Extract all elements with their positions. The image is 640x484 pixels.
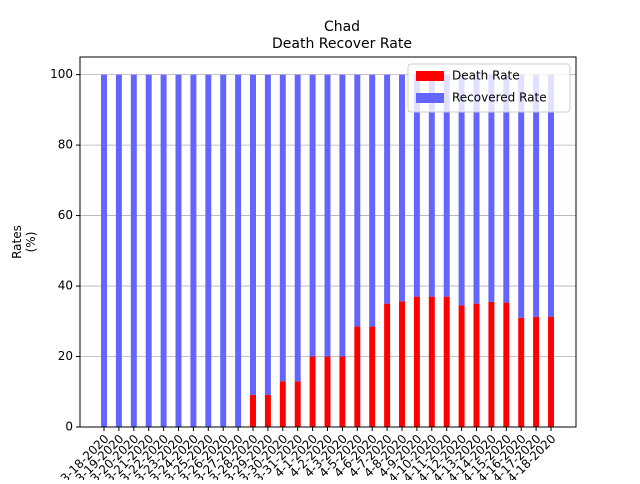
bar — [264, 394, 271, 427]
bar — [294, 381, 301, 427]
y-axis-label: Rates(%) — [10, 225, 38, 259]
bar — [354, 326, 361, 427]
bar — [250, 74, 256, 395]
bar — [354, 74, 361, 327]
bar — [160, 74, 167, 427]
bar — [473, 74, 480, 304]
chart-title: Chad — [324, 19, 360, 35]
chart-subtitle: Death Recover Rate — [272, 36, 412, 52]
bar — [235, 74, 242, 427]
bar — [548, 316, 554, 427]
bar — [458, 74, 465, 306]
bar — [488, 301, 495, 427]
bar — [473, 303, 480, 427]
legend-swatch — [416, 93, 444, 103]
bar — [294, 74, 301, 382]
bar — [324, 74, 331, 357]
bar — [413, 74, 420, 297]
bar — [548, 74, 554, 317]
bar — [384, 303, 391, 427]
bar — [413, 296, 420, 427]
bar — [190, 74, 197, 427]
bar — [309, 74, 316, 357]
bar — [399, 301, 405, 427]
legend-label: Death Rate — [452, 69, 520, 83]
bar — [488, 74, 495, 302]
bar — [309, 356, 316, 427]
bar — [384, 74, 391, 304]
bar — [503, 302, 510, 427]
bar — [279, 74, 286, 382]
bar — [175, 74, 182, 427]
bar — [145, 74, 152, 427]
bar — [264, 74, 271, 395]
y-tick-label: 40 — [58, 279, 73, 293]
bar — [369, 74, 376, 327]
bar — [339, 74, 346, 357]
bar — [324, 356, 331, 427]
bar — [339, 356, 346, 427]
legend-box — [407, 63, 571, 113]
bar — [115, 74, 122, 427]
bar — [369, 326, 376, 427]
bar — [503, 74, 510, 303]
bar — [533, 74, 540, 317]
y-tick-label: 80 — [58, 138, 73, 152]
bar — [518, 317, 525, 427]
y-tick-label: 60 — [58, 208, 73, 222]
y-tick-label: 0 — [65, 420, 73, 434]
axes-frame — [79, 56, 577, 428]
bar — [220, 74, 227, 427]
y-tick-label: 20 — [58, 349, 73, 363]
bar — [458, 305, 465, 427]
bar — [518, 74, 525, 318]
bar — [205, 74, 212, 427]
bar — [533, 316, 540, 427]
legend-swatch — [416, 71, 444, 81]
bar — [443, 74, 450, 297]
y-tick-label: 100 — [50, 67, 73, 81]
bar — [428, 296, 435, 427]
legend-label: Recovered Rate — [452, 91, 547, 105]
bar — [428, 74, 435, 297]
bar — [101, 74, 107, 427]
bar — [443, 296, 450, 427]
bar — [279, 381, 286, 427]
bar — [250, 394, 256, 427]
bar — [130, 74, 137, 427]
bar — [399, 74, 405, 302]
